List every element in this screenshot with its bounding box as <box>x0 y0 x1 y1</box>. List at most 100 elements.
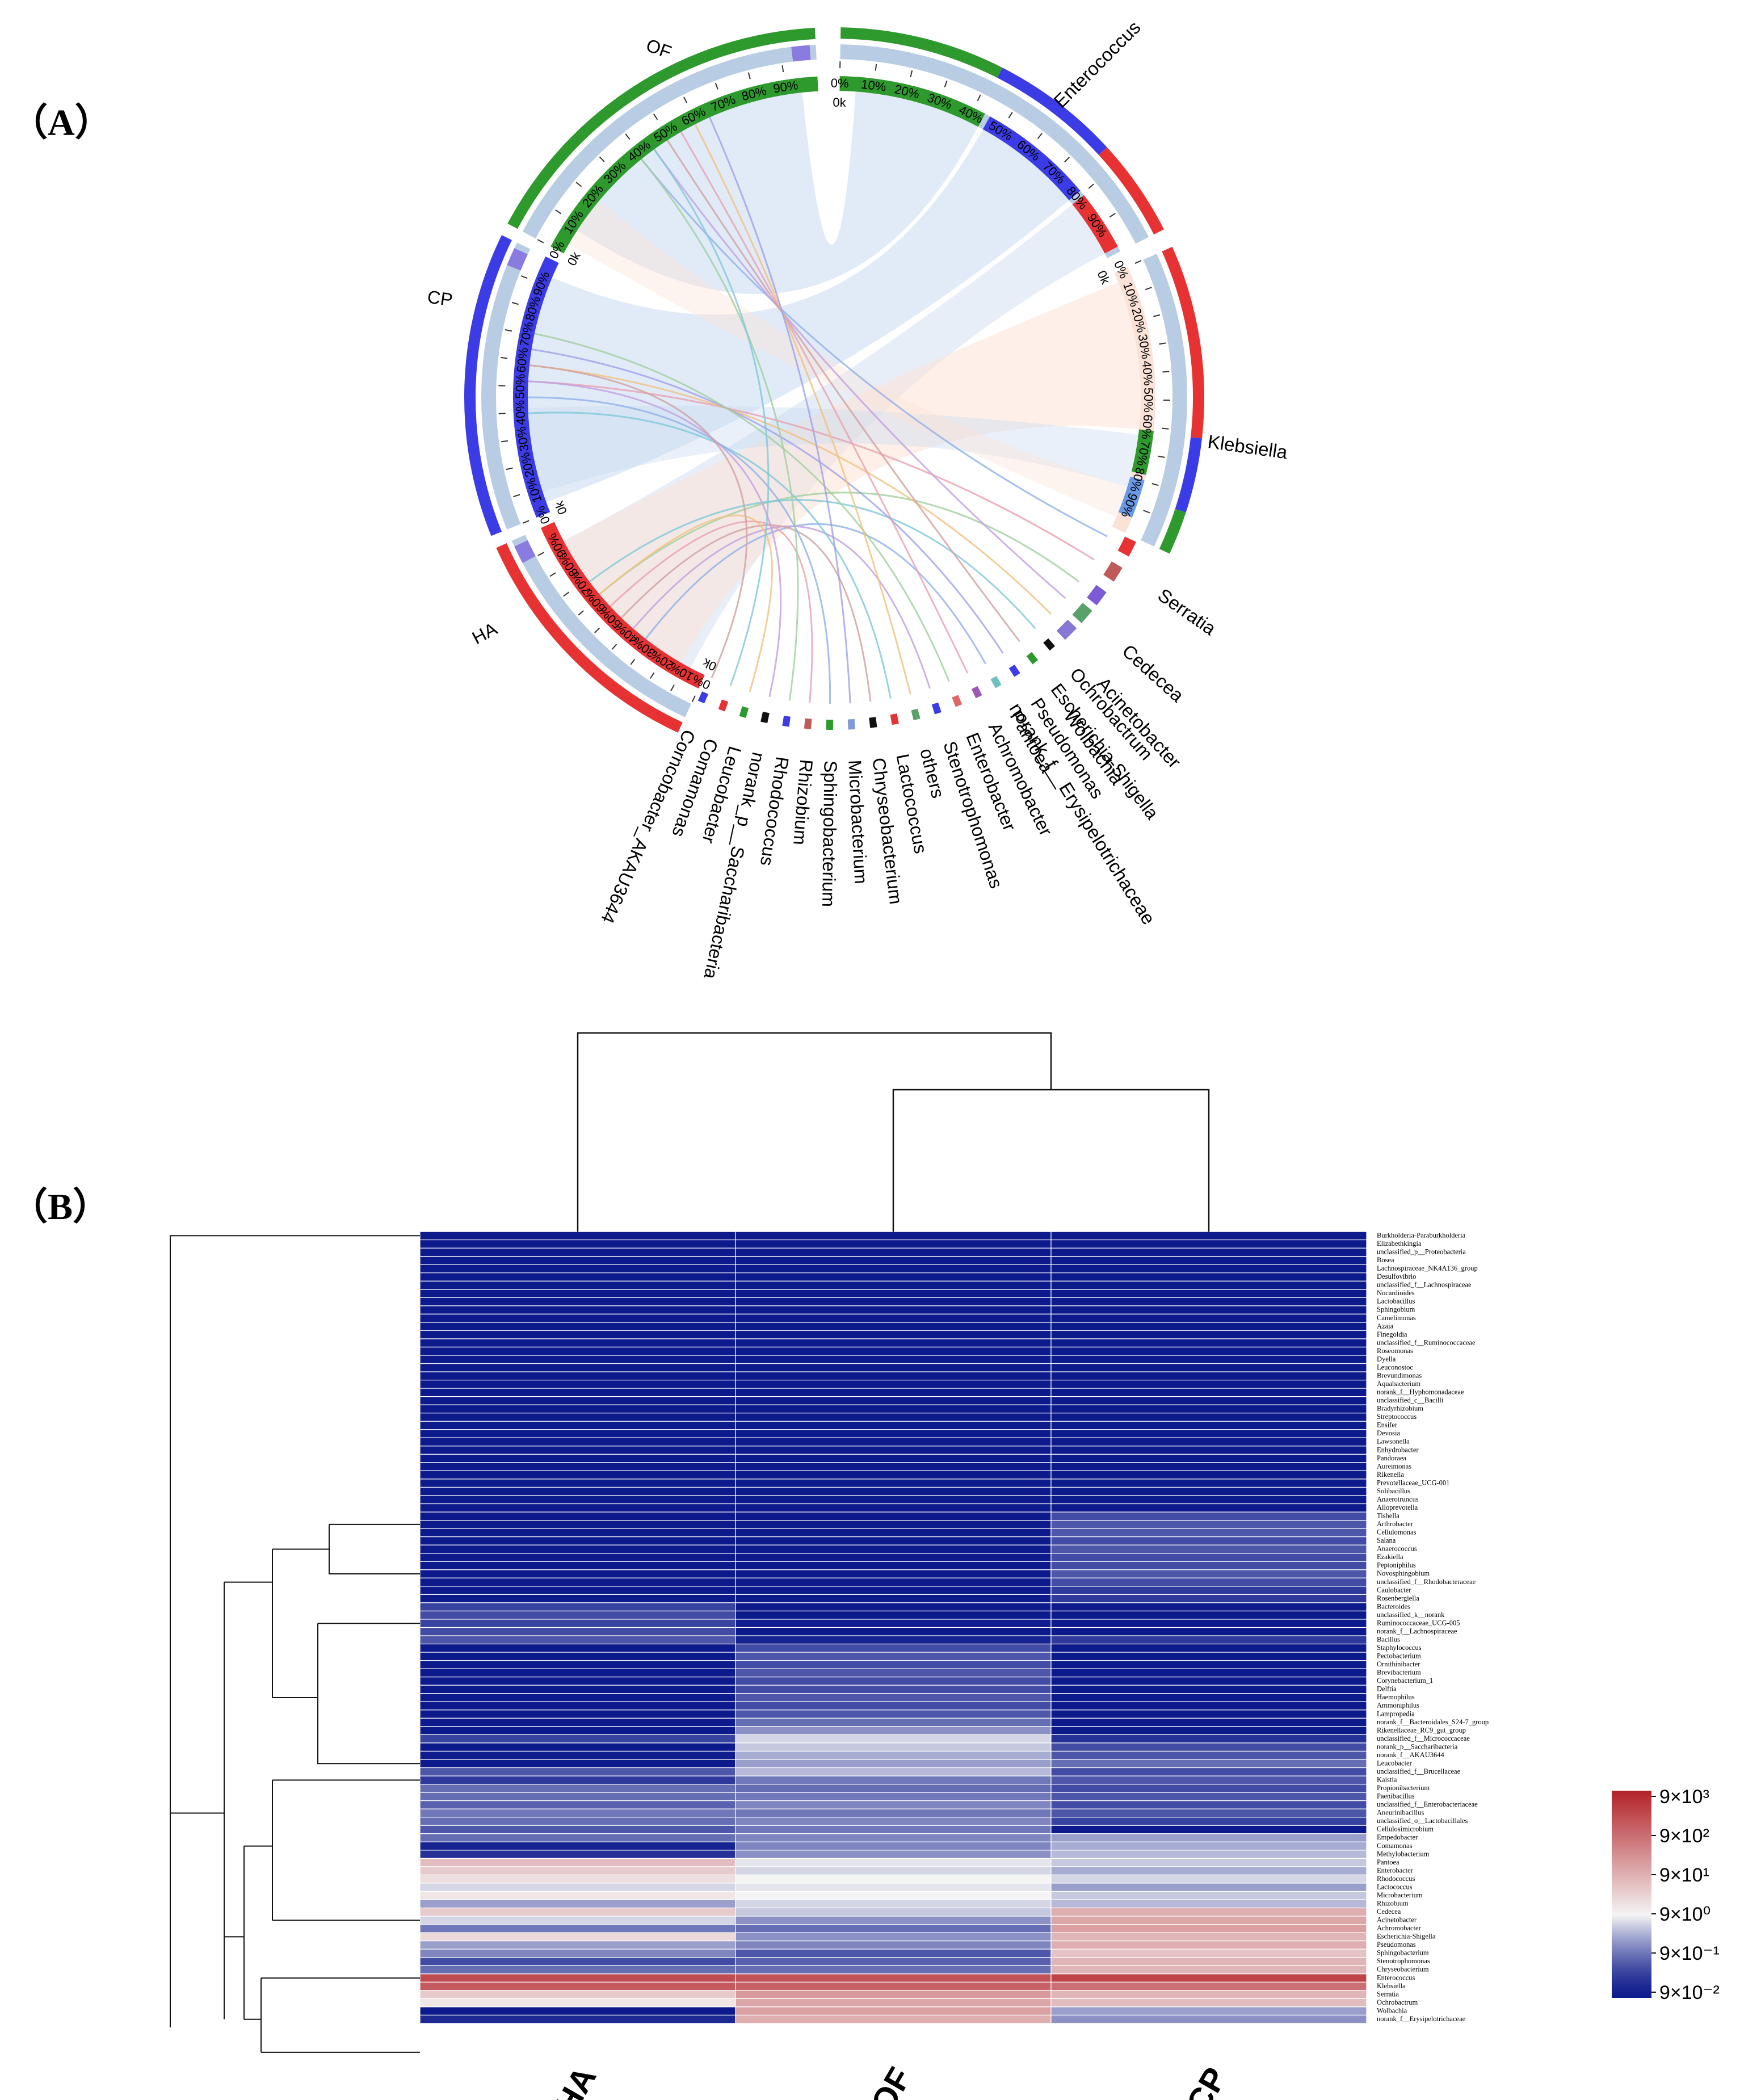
outer-arc-ha <box>496 543 683 733</box>
heatmap-cell <box>1050 1710 1367 1719</box>
link-line <box>620 524 872 702</box>
colorbar-label: 9×10⁻¹ <box>1659 1943 1720 1964</box>
heatmap-cell <box>1050 1899 1367 1909</box>
heatmap-cell <box>1050 1577 1367 1587</box>
heatmap-cell <box>735 1866 1052 1876</box>
heatmap-cell <box>1050 1454 1367 1463</box>
heatmap-cell <box>1050 1379 1367 1389</box>
heatmap-cell <box>419 1759 736 1769</box>
heatmap-cell <box>1050 1396 1367 1405</box>
heatmap-cell <box>1050 1907 1367 1917</box>
heatmap-cell <box>419 1710 736 1719</box>
heatmap-cell <box>1050 1594 1367 1603</box>
heatmap-cell <box>735 1255 1052 1265</box>
heatmap-cell <box>1050 1627 1367 1636</box>
heatmap-cell <box>419 1396 736 1405</box>
heatmap-cell <box>735 1569 1052 1578</box>
heatmap-cell <box>1050 1519 1367 1529</box>
panel-b-label: （B） <box>10 1186 111 1228</box>
tick-mark <box>670 684 675 691</box>
heatmap-cell <box>419 1750 736 1760</box>
row-label: Kaistia <box>1377 1776 1397 1784</box>
minor-genus-label: Microbacterium <box>844 759 871 884</box>
heatmap-cell <box>419 1371 736 1381</box>
heatmap-cell <box>735 1907 1052 1917</box>
tick-mark <box>1143 510 1150 514</box>
inner-arc-cp <box>513 256 559 518</box>
heatmap-cell <box>1050 2014 1367 2024</box>
row-label: norank_f__Lachnospiraceae <box>1377 1627 1457 1635</box>
tick-mark <box>1159 342 1166 345</box>
heatmap-cell <box>735 1767 1052 1776</box>
tick-mark <box>537 239 544 243</box>
heatmap-cell <box>735 1594 1052 1603</box>
row-label: Rhodococcus <box>1377 1875 1415 1883</box>
row-label: Arthrobacter <box>1377 1520 1414 1528</box>
heatmap-cell <box>735 1519 1052 1529</box>
heatmap-cell <box>419 1462 736 1472</box>
heatmap-cell <box>419 1346 736 1356</box>
heatmap-cell <box>1050 1891 1367 1900</box>
zero-tick-label: 0k <box>552 498 570 516</box>
heatmap-cell <box>1050 1941 1367 1950</box>
heatmap-cell <box>735 1536 1052 1545</box>
minor-arc <box>804 718 812 729</box>
heatmap-cell <box>419 1553 736 1562</box>
link-line <box>528 411 892 699</box>
minor-arc <box>760 711 770 724</box>
heatmap-cell <box>735 1313 1052 1323</box>
link-line <box>534 333 950 682</box>
heatmap-cell <box>1050 1635 1367 1645</box>
row-label: Enterobacter <box>1377 1866 1414 1874</box>
heatmap-cell <box>419 1503 736 1513</box>
heatmap-cell <box>419 2014 736 2024</box>
heatmap-cell <box>419 1990 736 2000</box>
row-label: Azaia <box>1377 1322 1394 1330</box>
heatmap-cell <box>419 1998 736 2007</box>
minor-arc <box>971 686 982 699</box>
heatmap-cell <box>735 1660 1052 1669</box>
row-dendro-a-leaves <box>317 1523 420 1765</box>
heatmap-cell <box>735 1280 1052 1290</box>
link-line <box>589 499 1036 629</box>
zero-tick-label: 0k <box>565 249 583 268</box>
row-label: Leucobacter <box>1377 1759 1413 1767</box>
heatmap-cell <box>419 1874 736 1884</box>
heatmap-cell <box>735 1948 1052 1958</box>
row-label: Camelimonas <box>1377 1314 1416 1322</box>
heatmap-cell <box>1050 1660 1367 1669</box>
heatmap-cell <box>419 1446 736 1455</box>
minor-genus-label: Sphingobacterium <box>818 761 841 907</box>
row-label: norank_f__Erysipelotrichaceae <box>1377 2015 1466 2023</box>
heatmap-cell <box>419 1932 736 1942</box>
heatmap-cell <box>419 1561 736 1570</box>
heatmap-cell <box>419 1635 736 1645</box>
heatmap-cell <box>735 1990 1052 2000</box>
tick-mark <box>498 413 506 414</box>
row-label: Chryseobacterium <box>1377 1965 1429 1973</box>
tick-mark <box>520 275 528 279</box>
row-label: Enterococcus <box>1377 1973 1415 1981</box>
sample-label-ha: HA <box>469 618 501 648</box>
tick-mark <box>575 182 582 187</box>
heatmap-cell <box>1050 1783 1367 1793</box>
heatmap-cell <box>735 1248 1052 1257</box>
heatmap-cell <box>1050 1602 1367 1612</box>
outer-ring-cp <box>481 242 531 530</box>
row-label: unclassified_c__Bacilli <box>1377 1396 1444 1404</box>
heatmap-cell <box>419 1495 736 1505</box>
panel-a-label: （A） <box>10 102 112 144</box>
heatmap-cell <box>1050 1817 1367 1826</box>
heatmap-cell <box>1050 1363 1367 1372</box>
heatmap-cell <box>735 1775 1052 1785</box>
heatmap-cell <box>419 1322 736 1331</box>
tick-mark <box>691 695 696 702</box>
heatmap-cell <box>1050 1280 1367 1290</box>
row-label: norank_p__Saccharibacteria <box>1377 1742 1458 1750</box>
heatmap-cell <box>1050 1330 1367 1339</box>
link-line <box>610 520 813 703</box>
heatmap-cell <box>735 1396 1052 1405</box>
heatmap-cell <box>419 1643 736 1653</box>
column-label-ha: HA <box>548 2060 603 2100</box>
heatmap-cell <box>419 1668 736 1678</box>
